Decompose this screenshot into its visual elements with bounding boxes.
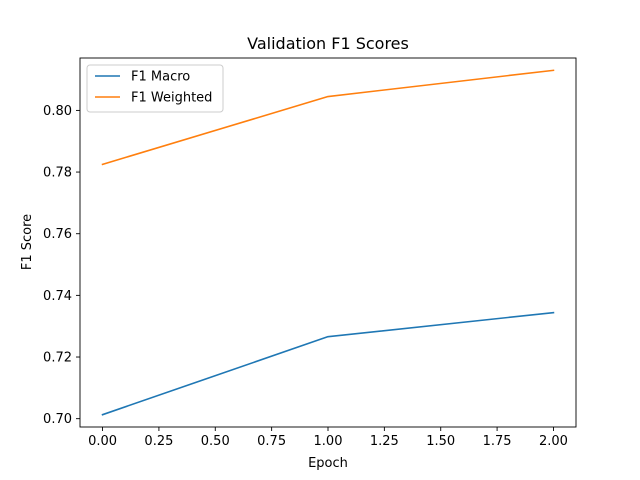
y-tick-label-4: 0.78 — [43, 166, 72, 181]
legend-box — [86, 64, 224, 113]
y-tick-label-1: 0.72 — [43, 351, 72, 366]
series-line-1 — [101, 69, 555, 166]
y-tick-label-2: 0.74 — [43, 289, 72, 304]
x-tick-label-6: 1.50 — [426, 434, 455, 449]
legend-label-1: F1 Weighted — [131, 91, 212, 106]
x-tick-label-4: 1.00 — [314, 434, 343, 449]
y-tick-label-3: 0.76 — [43, 227, 72, 242]
x-tick-label-2: 0.50 — [201, 434, 230, 449]
plot-area: 0.00 0.25 0.50 0.75 1.00 1.25 1.50 1.75 2.00 0.70… — [43, 57, 577, 449]
legend-label-0: F1 Macro — [131, 70, 190, 85]
x-tick-label-3: 0.75 — [257, 434, 286, 449]
series-line-0 — [101, 311, 555, 416]
chart-title: Validation F1 Scores — [247, 34, 409, 53]
x-tick-label-0: 0.00 — [88, 434, 117, 449]
y-tick-label-0: 0.70 — [43, 412, 72, 427]
y-axis-label: F1 Score — [20, 214, 35, 270]
x-tick-label-5: 1.25 — [370, 434, 399, 449]
x-axis-label: Epoch — [308, 456, 348, 471]
x-tick-label-1: 0.25 — [144, 434, 173, 449]
x-tick-label-7: 1.75 — [483, 434, 512, 449]
y-tick-label-5: 0.80 — [43, 104, 72, 119]
x-tick-label-8: 2.00 — [539, 434, 568, 449]
legend: F1 Macro F1 Weighted — [86, 64, 224, 113]
